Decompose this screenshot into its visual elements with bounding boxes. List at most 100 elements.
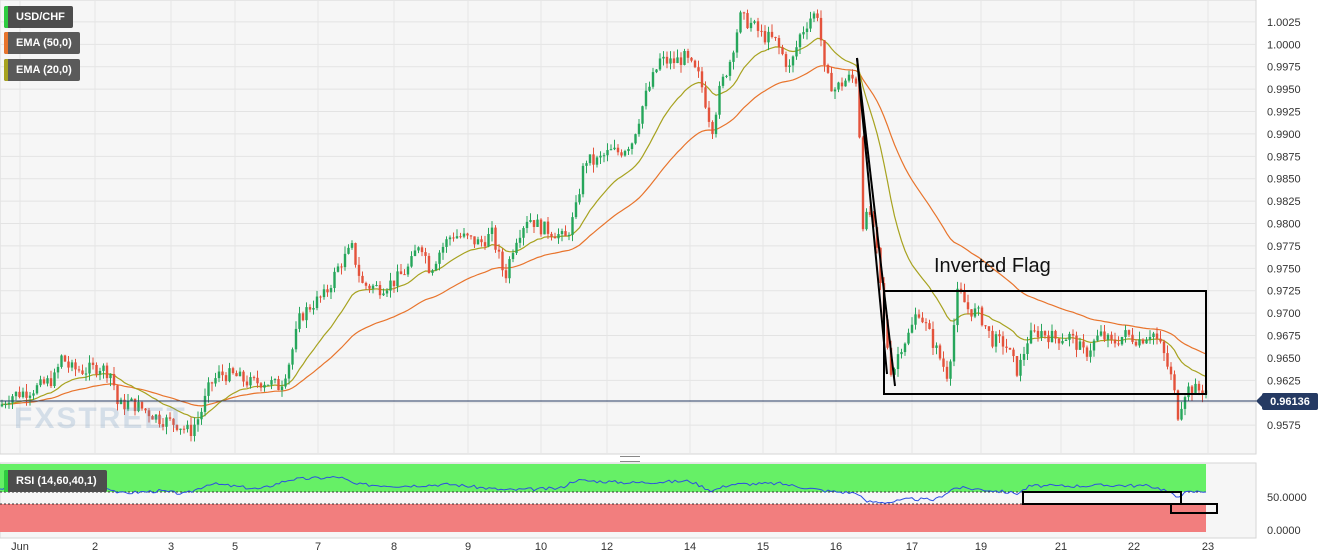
x-tick-label: 21 xyxy=(1055,541,1067,553)
x-tick-label: 2 xyxy=(92,541,98,553)
candle-body xyxy=(679,57,683,65)
ema-20-label: EMA (20,0) xyxy=(16,64,72,76)
candle-body xyxy=(252,377,256,379)
candle-body xyxy=(357,264,361,276)
candle-body xyxy=(1008,347,1012,350)
candle-body xyxy=(718,85,721,115)
x-tick-label: 9 xyxy=(465,541,471,553)
candle-body xyxy=(655,69,658,73)
candle-body xyxy=(420,247,424,253)
candle-body xyxy=(585,163,588,166)
candle-body xyxy=(123,399,126,410)
candle-body xyxy=(445,239,448,247)
candle-body xyxy=(599,155,602,158)
candle-body xyxy=(459,236,462,238)
candle-body xyxy=(1162,341,1166,354)
candle-body xyxy=(826,65,830,73)
pattern-annotations xyxy=(856,57,1207,395)
candle-body xyxy=(1187,386,1190,398)
panel-resize-handle[interactable] xyxy=(620,456,640,462)
candle-body xyxy=(242,371,245,382)
y-tick-label: 1.0025 xyxy=(1267,17,1301,29)
rsi-badge[interactable]: RSI (14,60,40,1) xyxy=(4,470,107,492)
flag-box xyxy=(883,290,1207,395)
candle-body xyxy=(301,313,305,321)
candle-body xyxy=(91,362,95,366)
candle-body xyxy=(805,28,809,33)
candle-body xyxy=(207,382,210,396)
candle-body xyxy=(994,334,998,347)
candle-body xyxy=(1047,335,1050,343)
symbol-badge[interactable]: USD/CHF xyxy=(4,6,73,28)
candle-body xyxy=(84,373,88,375)
candle-body xyxy=(564,231,567,237)
candle-body xyxy=(1075,335,1078,350)
candle-body xyxy=(700,71,704,88)
candle-body xyxy=(753,21,756,23)
candle-body xyxy=(193,424,196,437)
candle-body xyxy=(497,249,501,252)
candle-body xyxy=(1180,408,1183,420)
x-tick-label: 12 xyxy=(601,541,613,553)
candle-body xyxy=(739,12,742,33)
candle-body xyxy=(840,82,844,87)
ema-50-path xyxy=(2,65,1207,407)
y-tick-label: 0.9925 xyxy=(1267,107,1301,119)
candle-body xyxy=(1127,330,1131,335)
candle-body xyxy=(77,369,81,371)
candle-body xyxy=(966,302,970,310)
candle-body xyxy=(1106,334,1110,340)
candle-body xyxy=(354,243,357,265)
candle-body xyxy=(137,402,140,412)
candle-body xyxy=(725,75,728,77)
candle-body xyxy=(893,369,896,375)
candle-body xyxy=(651,72,655,87)
candle-body xyxy=(494,227,497,250)
candle-body xyxy=(186,424,189,430)
x-tick-label: 15 xyxy=(757,541,769,553)
annotation-text: Inverted Flag xyxy=(934,255,1051,277)
candle-body xyxy=(1194,383,1197,395)
candle-body xyxy=(452,237,455,239)
candle-body xyxy=(728,61,732,76)
candle-body xyxy=(1029,330,1033,344)
candle-body xyxy=(837,82,840,90)
candle-body xyxy=(406,266,410,275)
candle-body xyxy=(1001,336,1005,347)
candle-body xyxy=(14,391,18,397)
candle-body xyxy=(578,194,581,203)
ema-50-badge[interactable]: EMA (50,0) xyxy=(4,32,80,54)
candle-body xyxy=(756,21,760,31)
candle-body xyxy=(98,370,102,375)
candle-body xyxy=(641,106,644,124)
candle-body xyxy=(385,290,389,294)
candle-body xyxy=(735,32,739,53)
candle-body xyxy=(763,31,767,43)
candle-body xyxy=(1040,331,1043,338)
main-plot-area[interactable] xyxy=(0,0,1257,455)
rsi-panel[interactable]: 50.0000 0.0000 xyxy=(0,462,1307,539)
candle-body xyxy=(1022,353,1026,360)
candle-body xyxy=(931,328,935,348)
candle-body xyxy=(907,332,910,344)
candle-body xyxy=(623,151,627,156)
y-tick-label: 1.0000 xyxy=(1267,39,1301,51)
candle-body xyxy=(441,246,445,253)
candle-body xyxy=(721,76,725,86)
candle-body xyxy=(161,424,165,427)
candle-body xyxy=(235,373,238,377)
candle-body xyxy=(399,271,403,275)
candle-body xyxy=(749,22,753,29)
candle-body xyxy=(553,236,557,239)
candle-body xyxy=(1134,341,1138,346)
candle-body xyxy=(536,219,539,227)
x-tick-label: 17 xyxy=(906,541,918,553)
candle-body xyxy=(221,371,224,376)
candle-body xyxy=(746,13,749,29)
ema-20-badge[interactable]: EMA (20,0) xyxy=(4,59,80,81)
candle-body xyxy=(147,410,151,417)
candle-body xyxy=(133,398,137,412)
candle-body xyxy=(21,391,25,398)
candle-body xyxy=(504,270,508,279)
